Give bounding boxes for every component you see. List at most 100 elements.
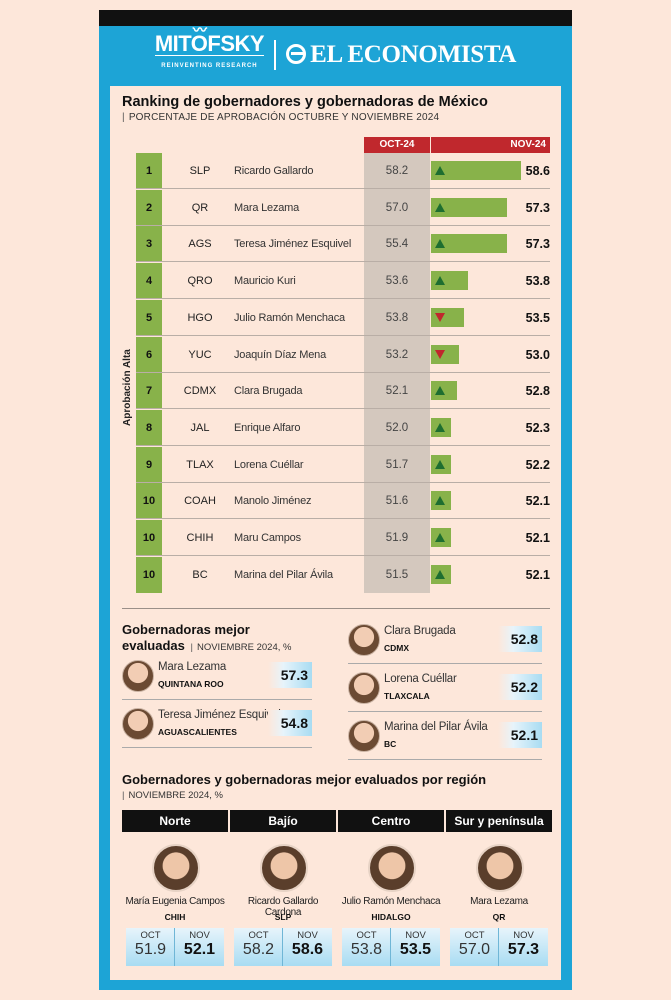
rank-cell: 10 [136,556,162,593]
region-state: QR [492,912,506,922]
oct-value: 51.5 [385,568,409,581]
row-divider [136,298,550,300]
table-row: 2 QR Mara Lezama 57.0 57.3 [136,189,550,226]
state-cell: BC [192,568,208,581]
nov-block: NOV 53.5 [390,928,440,966]
region-header: Sur y península [446,810,552,832]
rank-cell: 6 [136,336,162,373]
header: 〰 MITOFSKY REINVENTING RESEARCH EL ECONO… [99,22,572,84]
ranking-title: Ranking de gobernadores y gobernadoras d… [122,94,488,110]
card-underline [348,663,542,664]
avatar [348,672,380,704]
governor-card: Clara Brugada CDMX 52.8 [348,622,542,664]
nov-value: 52.2 [525,457,550,472]
oct-value: 58.2 [385,165,409,177]
region-governor-name: Mara Lezama [470,896,528,907]
ranking-subtitle: PORCENTAJE DE APROBACIÓN OCTUBRE Y NOVIE… [122,112,439,123]
region-state: HIDALGO [371,912,411,922]
card-state: BC [384,739,397,749]
card-underline [348,759,542,760]
nov-bar [431,197,507,217]
side-label: Aprobación Alta [122,349,133,426]
card-underline [122,699,312,700]
state-cell: COAH [184,495,216,508]
table-row: 6 YUC Joaquín Díaz Mena 53.2 53.0 [136,336,550,373]
oct-value: 53.8 [385,311,409,324]
women-title: Gobernadoras mejor evaluadas NOVIEMBRE 2… [122,622,291,656]
bird-icon: 〰 [192,22,207,38]
oct-value: 52.1 [385,385,409,398]
region-header: Bajío [230,810,336,832]
oct-label: OCT [248,930,269,941]
region-card: Bajío Ricardo Gallardo Cardona SLP OCT 58.2 N… [230,810,336,970]
oct-value: 52.0 [385,421,409,434]
rank-cell: 10 [136,483,162,520]
row-divider [136,555,550,556]
region-card: Sur y península Mara Lezama QR OCT 57.0 NOV 57… [446,810,552,970]
nov-label: NOV [189,930,210,941]
oct-block: OCT 53.8 [342,928,391,966]
state-cell: QRO [187,275,213,288]
oct-value: 53.8 [350,941,383,958]
oct-label: OCT [140,930,161,941]
rank-cell: 7 [136,373,162,410]
oct-value: 57.0 [458,941,491,958]
avatar [122,660,154,692]
trend-up-icon [435,202,445,212]
trend-up-icon [435,422,445,432]
nov-value: 52.1 [525,494,550,509]
trend-up-icon [435,276,445,286]
state-cell: QR [191,201,209,214]
nov-value: 52.1 [183,941,216,958]
rank-cell: 1 [136,153,162,189]
table-row: 3 AGS Teresa Jiménez Esquivel 55.4 57.3 [136,226,550,263]
state-cell: JAL [190,421,210,434]
avatar [260,844,308,892]
governor-name: Manolo Jiménez [234,495,312,508]
nov-block: NOV 52.1 [174,928,224,966]
table-row: 9 TLAX Lorena Cuéllar 51.7 52.2 [136,446,550,483]
nov-value: 58.6 [291,941,324,958]
governor-name: Lorena Cuéllar [234,458,304,471]
region-card: Centro Julio Ramón Menchaca HIDALGO OCT 53.8… [338,810,444,970]
state-cell: SLP [189,165,211,177]
trend-down-icon [435,349,445,359]
table-row: 5 HGO Julio Ramón Menchaca 53.8 53.5 [136,299,550,336]
row-divider [136,481,550,483]
nov-value: 53.5 [525,310,550,325]
table-row: 1 SLP Ricardo Gallardo 58.2 58.6 [136,153,550,189]
card-name: Mara Lezama [158,661,227,673]
governor-card: Mara Lezama QUINTANA ROO 57.3 [122,658,312,700]
women-subtitle: NOVIEMBRE 2024, % [191,642,292,653]
economista-icon [286,44,307,64]
nov-value: 52.1 [525,531,550,545]
oct-block: OCT 51.9 [126,928,175,966]
nov-value: 57.3 [525,237,550,252]
rank-cell: 8 [136,409,162,446]
table-row: 4 QRO Mauricio Kuri 53.6 53.8 [136,263,550,300]
nov-header: NOV-24 [431,137,550,153]
state-cell: CDMX [183,385,217,398]
governor-name: Mara Lezama [234,201,300,214]
row-divider [136,334,550,336]
trend-up-icon [435,459,445,469]
oct-column-bg [364,153,430,593]
oct-value: 55.4 [385,238,409,251]
region-header: Centro [338,810,444,832]
table-row: 10 COAH Manolo Jiménez 51.6 52.1 [136,483,550,520]
governor-name: Julio Ramón Menchaca [234,311,345,324]
trend-down-icon [435,312,445,322]
oct-value: 51.7 [385,458,409,471]
region-state: CHIH [164,912,186,922]
nov-block: NOV 58.6 [282,928,332,966]
rank-cell: 4 [136,263,162,300]
rank-cell: 5 [136,299,162,336]
avatar [122,708,154,740]
region-state: SLP [274,912,292,922]
trend-up-icon [435,239,445,249]
oct-label: OCT [464,930,485,941]
card-name: Teresa Jiménez Esquivel [158,709,281,721]
oct-value: 58.2 [242,941,275,958]
header-separator [274,40,277,70]
oct-value: 53.2 [385,348,409,361]
